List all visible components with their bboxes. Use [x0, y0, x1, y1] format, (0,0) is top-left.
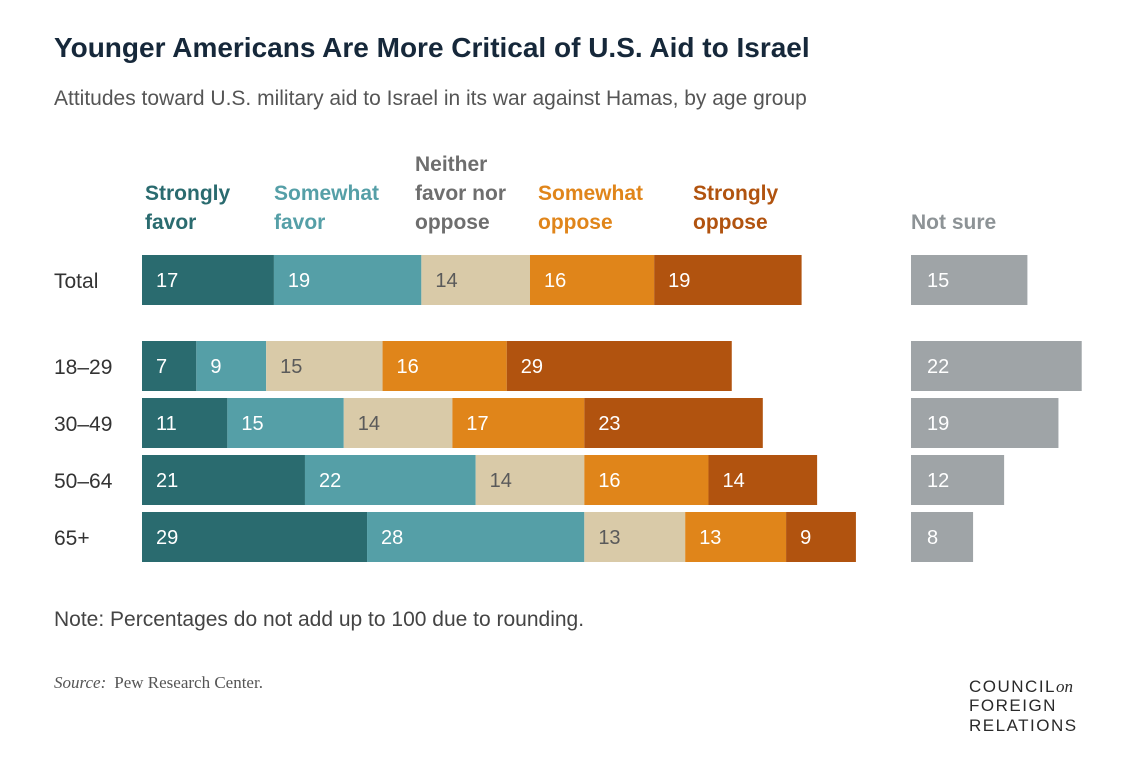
bar-segment	[142, 512, 368, 562]
not-sure-bar	[911, 255, 1028, 305]
value-label: 21	[156, 470, 178, 492]
bar-segment	[273, 255, 422, 305]
legend-line: favor	[274, 211, 325, 234]
value-label: 9	[800, 527, 811, 549]
legend: Strongly favor Somewhat favor Neither favor n…	[145, 153, 996, 234]
value-label: 29	[521, 356, 543, 378]
bar-segment	[452, 398, 585, 448]
bar-segment	[685, 512, 787, 562]
row-label: 30–49	[54, 413, 112, 436]
row-label: 50–64	[54, 470, 113, 493]
logo-line2: FOREIGN	[969, 696, 1057, 715]
legend-somewhat-oppose: Somewhat oppose	[538, 182, 643, 234]
row-label: Total	[54, 270, 98, 293]
logo-line1: COUNCIL	[969, 677, 1056, 696]
legend-line: favor	[145, 211, 196, 234]
legend-strongly-oppose: Strongly oppose	[693, 182, 778, 234]
legend-line: Somewhat	[274, 182, 379, 205]
legend-line: Not sure	[911, 211, 996, 234]
not-sure-bar	[911, 455, 1005, 505]
value-label: 14	[358, 413, 380, 435]
bar-segment	[786, 512, 856, 562]
chart-title: Younger Americans Are More Critical of U…	[54, 32, 810, 63]
value-label: 16	[544, 270, 566, 292]
value-label: 11	[156, 413, 177, 435]
bar-segment	[266, 341, 383, 391]
value-label: 17	[156, 270, 178, 292]
value-label: 15	[280, 356, 302, 378]
bar-segment	[584, 398, 763, 448]
bars: Total 17 19 14 16 19 15 18–29 7 9 15 16 29 22 30–49 11 1…	[54, 255, 1082, 562]
bar-segment	[142, 455, 305, 505]
legend-somewhat-favor: Somewhat favor	[274, 182, 379, 234]
value-label: 19	[288, 270, 310, 292]
value-label: 22	[319, 470, 341, 492]
bar-segment	[367, 512, 585, 562]
value-label: 23	[598, 413, 620, 435]
bar-segment	[654, 255, 802, 305]
legend-line: oppose	[538, 211, 613, 234]
source: Source: Pew Research Center.	[54, 673, 263, 692]
legend-line: Somewhat	[538, 182, 643, 205]
legend-line: Strongly	[693, 182, 778, 205]
row-label: 65+	[54, 527, 90, 550]
not-sure-bar	[911, 398, 1059, 448]
source-label: Source:	[54, 673, 106, 692]
note: Note: Percentages do not add up to 100 d…	[54, 608, 584, 631]
not-sure-bar	[911, 341, 1082, 391]
value-label: 14	[435, 270, 457, 292]
legend-line: oppose	[415, 211, 490, 234]
value-label: 17	[466, 413, 488, 435]
value-label: 15	[241, 413, 263, 435]
value-label: 13	[598, 527, 620, 549]
legend-line: Neither	[415, 153, 487, 176]
bar-segment	[708, 455, 818, 505]
row-label: 18–29	[54, 356, 112, 379]
value-label: 9	[210, 356, 221, 378]
bar-segment	[343, 398, 453, 448]
legend-not-sure: Not sure	[911, 211, 996, 234]
value-label: 29	[156, 527, 178, 549]
bar-segment	[382, 341, 507, 391]
value-label: 16	[397, 356, 419, 378]
cfr-logo: COUNCILon FOREIGN RELATIONS	[969, 677, 1078, 735]
bar-segment	[584, 512, 686, 562]
logo-line3: RELATIONS	[969, 716, 1078, 735]
bar-segment	[584, 455, 709, 505]
value-label: 19	[927, 413, 949, 435]
legend-strongly-favor: Strongly favor	[145, 182, 230, 234]
value-label: 22	[927, 356, 949, 378]
legend-line: favor nor	[415, 182, 506, 205]
value-label: 14	[490, 470, 512, 492]
legend-line: Strongly	[145, 182, 230, 205]
bar-segment	[142, 255, 274, 305]
value-label: 12	[927, 470, 949, 492]
bar-segment	[304, 455, 476, 505]
logo-on: on	[1056, 677, 1073, 696]
bar-segment	[506, 341, 732, 391]
bar-segment	[475, 455, 585, 505]
bar-segment	[142, 398, 228, 448]
legend-neither-favor-nor-oppose: Neither favor nor oppose	[415, 153, 506, 234]
not-sure-bar	[911, 512, 974, 562]
value-label: 28	[381, 527, 403, 549]
value-label: 19	[668, 270, 690, 292]
bar-segment	[227, 398, 344, 448]
bar-segment	[196, 341, 267, 391]
value-label: 15	[927, 270, 949, 292]
bar-segment	[142, 341, 197, 391]
source-text: Pew Research Center.	[114, 673, 263, 692]
legend-line: oppose	[693, 211, 768, 234]
value-label: 14	[722, 470, 744, 492]
value-label: 8	[927, 527, 938, 549]
svg-text:COUNCILon: COUNCILon	[969, 677, 1073, 696]
bar-segment	[421, 255, 530, 305]
value-label: 7	[156, 356, 167, 378]
value-label: 13	[699, 527, 721, 549]
bar-segment	[530, 255, 655, 305]
chart-subtitle: Attitudes toward U.S. military aid to Is…	[54, 87, 807, 110]
value-label: 16	[598, 470, 620, 492]
